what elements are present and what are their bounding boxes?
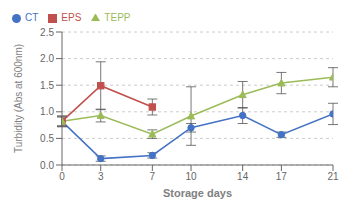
- svg-text:2.0: 2.0: [40, 53, 54, 64]
- svg-text:17: 17: [276, 171, 288, 182]
- html-text:EPS: EPS: [61, 12, 82, 23]
- svg-text:7: 7: [150, 171, 156, 182]
- svg-text:1.5: 1.5: [40, 80, 54, 91]
- svg-text:10: 10: [185, 171, 197, 182]
- html-text:CT: CT: [25, 12, 39, 23]
- svg-text:21: 21: [327, 171, 339, 182]
- svg-text:0.5: 0.5: [40, 133, 54, 144]
- svg-text:0: 0: [59, 171, 65, 182]
- svg-text:2.5: 2.5: [40, 27, 54, 38]
- svg-text:3: 3: [98, 171, 104, 182]
- svg-text:Storage days: Storage days: [163, 187, 232, 199]
- svg-text:14: 14: [237, 171, 249, 182]
- svg-text:1.0: 1.0: [40, 106, 54, 117]
- svg-text:0.0: 0.0: [40, 160, 54, 171]
- svg-text:Turbidity (Abs at 600nm): Turbidity (Abs at 600nm): [13, 44, 24, 153]
- html-text:TEPP: TEPP: [104, 12, 131, 23]
